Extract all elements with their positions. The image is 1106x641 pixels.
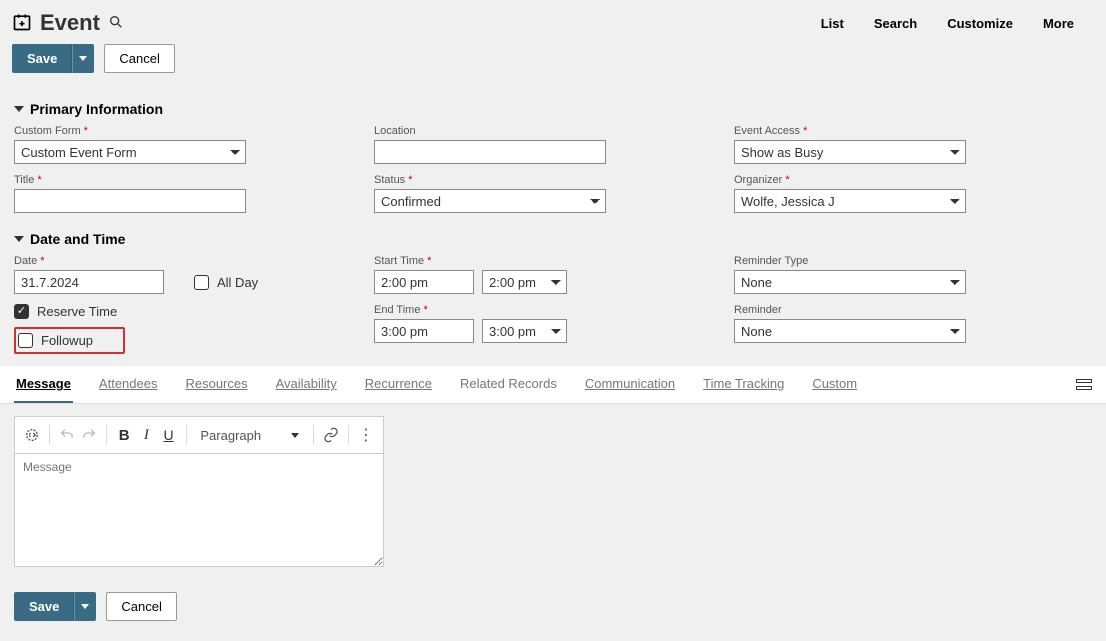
reserve-time-checkbox[interactable] (14, 304, 29, 319)
date-input[interactable] (14, 270, 164, 294)
save-dropdown[interactable] (72, 44, 94, 73)
italic-icon[interactable]: I (137, 423, 155, 447)
label-all-day: All Day (217, 275, 258, 290)
all-day-checkbox[interactable] (194, 275, 209, 290)
tab-related-records[interactable]: Related Records (458, 366, 559, 403)
end-time-input[interactable] (374, 319, 474, 343)
label-followup: Followup (41, 333, 93, 348)
redo-icon[interactable] (80, 423, 98, 447)
label-location: Location (374, 125, 734, 137)
label-reminder-type: Reminder Type (734, 255, 1094, 267)
nav-customize[interactable]: Customize (947, 16, 1013, 31)
save-button[interactable]: Save (12, 44, 72, 73)
tab-time-tracking[interactable]: Time Tracking (701, 366, 786, 403)
label-reserve-time: Reserve Time (37, 304, 117, 319)
tab-resources[interactable]: Resources (183, 366, 249, 403)
label-end-time: End Time (374, 304, 734, 316)
custom-form-select[interactable]: Custom Event Form (14, 140, 246, 164)
label-date: Date (14, 255, 374, 267)
tab-message[interactable]: Message (14, 366, 73, 403)
tab-custom[interactable]: Custom (810, 366, 859, 403)
header-nav: List Search Customize More (821, 16, 1074, 31)
tab-communication[interactable]: Communication (583, 366, 677, 403)
label-status: Status (374, 174, 734, 186)
cancel-button-footer[interactable]: Cancel (106, 592, 176, 621)
tab-recurrence[interactable]: Recurrence (363, 366, 434, 403)
nav-more[interactable]: More (1043, 16, 1074, 31)
label-event-access: Event Access (734, 125, 1094, 137)
editor-toolbar: B I U Paragraph ⋮ (14, 416, 384, 453)
reminder-select[interactable]: None (734, 319, 966, 343)
tab-attendees[interactable]: Attendees (97, 366, 160, 403)
event-access-select[interactable]: Show as Busy (734, 140, 966, 164)
section-datetime[interactable]: Date and Time (14, 231, 1092, 247)
tab-list: Message Attendees Resources Availability… (14, 366, 859, 403)
save-dropdown-footer[interactable] (74, 592, 96, 621)
layout-toggle-icon[interactable] (1076, 379, 1092, 390)
tab-availability[interactable]: Availability (274, 366, 339, 403)
more-icon[interactable]: ⋮ (357, 423, 375, 447)
bold-icon[interactable]: B (115, 423, 133, 447)
section-primary-label: Primary Information (30, 101, 163, 117)
start-time-select[interactable]: 2:00 pm (482, 270, 567, 294)
followup-highlight: Followup (14, 327, 125, 354)
end-time-select[interactable]: 3:00 pm (482, 319, 567, 343)
label-organizer: Organizer (734, 174, 1094, 186)
reminder-type-select[interactable]: None (734, 270, 966, 294)
label-title: Title (14, 174, 374, 186)
source-code-icon[interactable] (23, 423, 41, 447)
section-primary-info[interactable]: Primary Information (14, 101, 1092, 117)
cancel-button[interactable]: Cancel (104, 44, 174, 73)
label-reminder: Reminder (734, 304, 1094, 316)
message-textarea[interactable] (14, 453, 384, 567)
nav-list[interactable]: List (821, 16, 844, 31)
link-icon[interactable] (322, 423, 340, 447)
label-start-time: Start Time (374, 255, 734, 267)
nav-search[interactable]: Search (874, 16, 917, 31)
search-icon[interactable] (108, 14, 124, 33)
chevron-down-icon (14, 106, 24, 112)
start-time-input[interactable] (374, 270, 474, 294)
label-custom-form: Custom Form (14, 125, 374, 137)
underline-icon[interactable]: U (159, 423, 177, 447)
paragraph-select[interactable]: Paragraph (194, 428, 305, 443)
calendar-icon (12, 12, 32, 35)
title-input[interactable] (14, 189, 246, 213)
undo-icon[interactable] (58, 423, 76, 447)
chevron-down-icon (14, 236, 24, 242)
status-select[interactable]: Confirmed (374, 189, 606, 213)
followup-checkbox[interactable] (18, 333, 33, 348)
organizer-select[interactable]: Wolfe, Jessica J (734, 189, 966, 213)
save-button-footer[interactable]: Save (14, 592, 74, 621)
location-input[interactable] (374, 140, 606, 164)
section-datetime-label: Date and Time (30, 231, 125, 247)
page-title: Event (40, 10, 100, 36)
